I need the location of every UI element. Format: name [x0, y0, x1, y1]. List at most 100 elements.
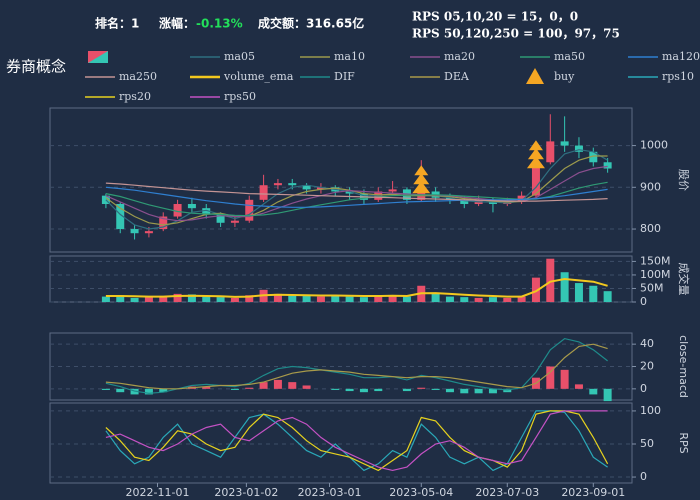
bar — [116, 295, 125, 302]
candle-body — [187, 204, 196, 209]
bar — [230, 297, 239, 302]
change: -0.13% — [196, 17, 243, 31]
series-line — [105, 186, 608, 208]
bar — [273, 293, 282, 302]
bar — [259, 382, 268, 389]
bar — [130, 297, 139, 302]
series-line — [105, 343, 608, 390]
bar — [273, 379, 282, 389]
bar — [302, 385, 311, 389]
series-line — [105, 277, 608, 298]
candle-body — [159, 216, 168, 230]
bar — [216, 297, 225, 302]
candle-body — [603, 162, 612, 169]
candle-body — [245, 199, 254, 221]
candle-body — [517, 195, 526, 202]
bar — [460, 297, 469, 302]
x-tick-label: 2023-07-03 — [475, 486, 539, 499]
y-tick-label: 0 — [640, 470, 647, 483]
candle-body — [173, 204, 182, 217]
candle-body — [546, 141, 555, 163]
series-line — [105, 410, 608, 472]
candle-body — [560, 141, 569, 146]
bar — [230, 388, 239, 390]
y-tick-label: 100 — [640, 404, 661, 417]
y-axis-label: 成交量 — [677, 263, 691, 296]
bar — [488, 388, 497, 394]
bar — [589, 388, 598, 395]
y-tick-label: 40 — [640, 337, 654, 350]
bar — [589, 285, 598, 302]
candle-body — [345, 191, 354, 194]
bar — [474, 297, 483, 302]
y-tick-label: 100M — [640, 268, 671, 281]
legend-label: buy — [554, 70, 575, 83]
y-tick-label: 900 — [640, 180, 661, 193]
bar — [445, 296, 454, 302]
buy-marker — [526, 140, 545, 169]
legend-label: rps10 — [662, 70, 694, 83]
series-line — [105, 337, 608, 394]
bar — [460, 388, 469, 394]
bar — [331, 388, 340, 390]
bar — [202, 296, 211, 302]
x-tick-label: 2023-03-01 — [298, 486, 362, 499]
y-tick-label: 20 — [640, 360, 654, 373]
bar — [101, 296, 110, 302]
candle-body — [273, 183, 282, 186]
y-tick-label: 50 — [640, 437, 654, 450]
bar — [388, 295, 397, 302]
rps-long: RPS 50,120,250 = 100，97，75 — [412, 27, 620, 41]
x-tick-label: 2023-09-01 — [561, 486, 625, 499]
bar — [288, 382, 297, 389]
bar — [417, 387, 426, 389]
bar — [503, 297, 512, 302]
bar — [187, 294, 196, 302]
bar — [603, 388, 612, 402]
bar — [560, 369, 569, 389]
candle-body — [574, 145, 583, 152]
candle-body — [202, 208, 211, 215]
x-tick-label: 2023-05-04 — [389, 486, 453, 499]
series-line — [105, 182, 608, 202]
legend-label: DIF — [334, 70, 355, 83]
bar — [159, 388, 168, 393]
series-line — [105, 410, 608, 472]
legend-label: ma250 — [119, 70, 157, 83]
legend-label: rps50 — [224, 90, 256, 103]
bar — [431, 292, 440, 302]
bar — [331, 295, 340, 302]
bar — [431, 388, 440, 390]
candle-body — [130, 229, 139, 234]
bar — [574, 384, 583, 389]
x-tick-label: 2022-11-01 — [126, 486, 190, 499]
candle-body — [388, 189, 397, 192]
candle-body — [116, 204, 125, 230]
bar — [488, 297, 497, 302]
y-tick-label: 150M — [640, 254, 671, 267]
bar — [546, 366, 555, 389]
y-tick-label: 800 — [640, 222, 661, 235]
title: 券商概念 — [6, 58, 66, 76]
buy-marker — [412, 165, 431, 194]
y-tick-label: 0 — [640, 382, 647, 395]
legend-label: ma20 — [444, 50, 475, 63]
rank: 排名：1 — [95, 16, 139, 31]
bar — [560, 272, 569, 302]
bar — [359, 388, 368, 393]
bar — [603, 291, 612, 302]
legend-swatch — [526, 68, 544, 84]
bar — [173, 293, 182, 302]
legend-label: DEA — [444, 70, 470, 83]
bar — [574, 283, 583, 302]
legend-label: ma120 — [662, 50, 700, 63]
bar — [202, 386, 211, 389]
legend-label: ma10 — [334, 50, 365, 63]
bar — [445, 388, 454, 393]
candle-body — [216, 214, 225, 223]
bar — [503, 388, 512, 393]
series-line — [105, 149, 608, 230]
y-tick-label: 0 — [640, 295, 647, 308]
bar — [374, 296, 383, 302]
bar — [546, 258, 555, 302]
